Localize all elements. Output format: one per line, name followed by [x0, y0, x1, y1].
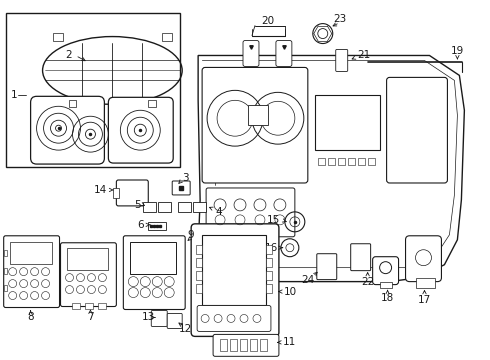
Text: 3: 3 [182, 173, 189, 183]
Bar [178, 202, 191, 212]
Text: 23: 23 [333, 14, 346, 24]
Bar [250, 339, 257, 351]
FancyBboxPatch shape [172, 181, 190, 195]
Bar [220, 339, 227, 351]
Bar [196, 258, 202, 267]
Text: 13: 13 [142, 312, 155, 323]
Text: 24: 24 [301, 275, 315, 285]
Bar [4, 268, 7, 274]
Bar [162, 32, 172, 41]
Bar [380, 282, 392, 288]
Text: 11: 11 [283, 337, 296, 347]
Text: 20: 20 [261, 15, 274, 26]
Text: 22: 22 [361, 276, 374, 287]
FancyBboxPatch shape [336, 50, 348, 71]
Text: 14: 14 [94, 185, 107, 195]
Text: 7: 7 [87, 312, 94, 323]
Text: 2: 2 [65, 50, 72, 60]
Text: 5: 5 [134, 200, 141, 210]
FancyBboxPatch shape [108, 97, 173, 163]
FancyBboxPatch shape [30, 96, 104, 164]
Bar [358, 158, 365, 165]
Bar [148, 222, 166, 230]
Bar [196, 284, 202, 293]
FancyBboxPatch shape [213, 334, 279, 356]
Text: 19: 19 [451, 45, 464, 55]
Bar [196, 271, 202, 280]
Bar [230, 339, 237, 351]
Bar [328, 158, 335, 165]
Bar [148, 100, 156, 107]
Bar [315, 95, 380, 150]
Bar [266, 271, 272, 280]
Bar [67, 248, 108, 270]
Bar [266, 284, 272, 293]
FancyBboxPatch shape [123, 236, 185, 310]
Bar [130, 242, 176, 274]
Bar [52, 32, 63, 41]
Bar [202, 235, 266, 305]
FancyBboxPatch shape [191, 224, 279, 336]
Text: 15: 15 [267, 215, 280, 225]
FancyBboxPatch shape [372, 257, 398, 285]
Bar [266, 245, 272, 254]
FancyBboxPatch shape [197, 306, 271, 332]
FancyBboxPatch shape [317, 254, 337, 280]
FancyBboxPatch shape [61, 243, 116, 306]
FancyBboxPatch shape [116, 180, 148, 206]
Bar [260, 339, 267, 351]
Bar [4, 285, 7, 291]
Text: 18: 18 [381, 293, 394, 302]
Text: 17: 17 [418, 294, 431, 305]
Text: 6: 6 [137, 220, 144, 230]
Text: 9: 9 [188, 230, 194, 240]
Bar [240, 339, 247, 351]
Bar [4, 250, 7, 256]
Text: 12: 12 [178, 324, 192, 334]
Bar [196, 245, 202, 254]
FancyBboxPatch shape [276, 41, 292, 67]
Bar [69, 100, 76, 107]
FancyBboxPatch shape [4, 236, 59, 307]
FancyBboxPatch shape [206, 188, 295, 237]
Bar [73, 302, 80, 309]
FancyBboxPatch shape [351, 244, 370, 271]
Bar [368, 158, 375, 165]
Bar [158, 202, 171, 212]
Bar [338, 158, 345, 165]
Text: 1: 1 [11, 90, 17, 100]
Bar [266, 258, 272, 267]
Bar [143, 202, 156, 212]
Bar [6, 13, 180, 167]
Bar [348, 158, 355, 165]
Bar [318, 158, 325, 165]
Bar [85, 302, 94, 309]
Bar [98, 302, 106, 309]
Bar [416, 278, 436, 288]
FancyBboxPatch shape [406, 236, 441, 282]
Bar [248, 105, 268, 125]
FancyBboxPatch shape [151, 310, 167, 327]
FancyBboxPatch shape [387, 77, 447, 183]
FancyBboxPatch shape [202, 67, 308, 183]
Text: 8: 8 [27, 312, 34, 323]
Bar [193, 202, 206, 212]
FancyBboxPatch shape [167, 314, 182, 328]
Bar [10, 242, 51, 264]
Text: 16: 16 [265, 243, 278, 253]
Bar [113, 188, 120, 198]
Text: 21: 21 [358, 50, 371, 60]
Text: 10: 10 [284, 287, 297, 297]
FancyBboxPatch shape [243, 41, 259, 67]
Text: 4: 4 [215, 207, 221, 217]
